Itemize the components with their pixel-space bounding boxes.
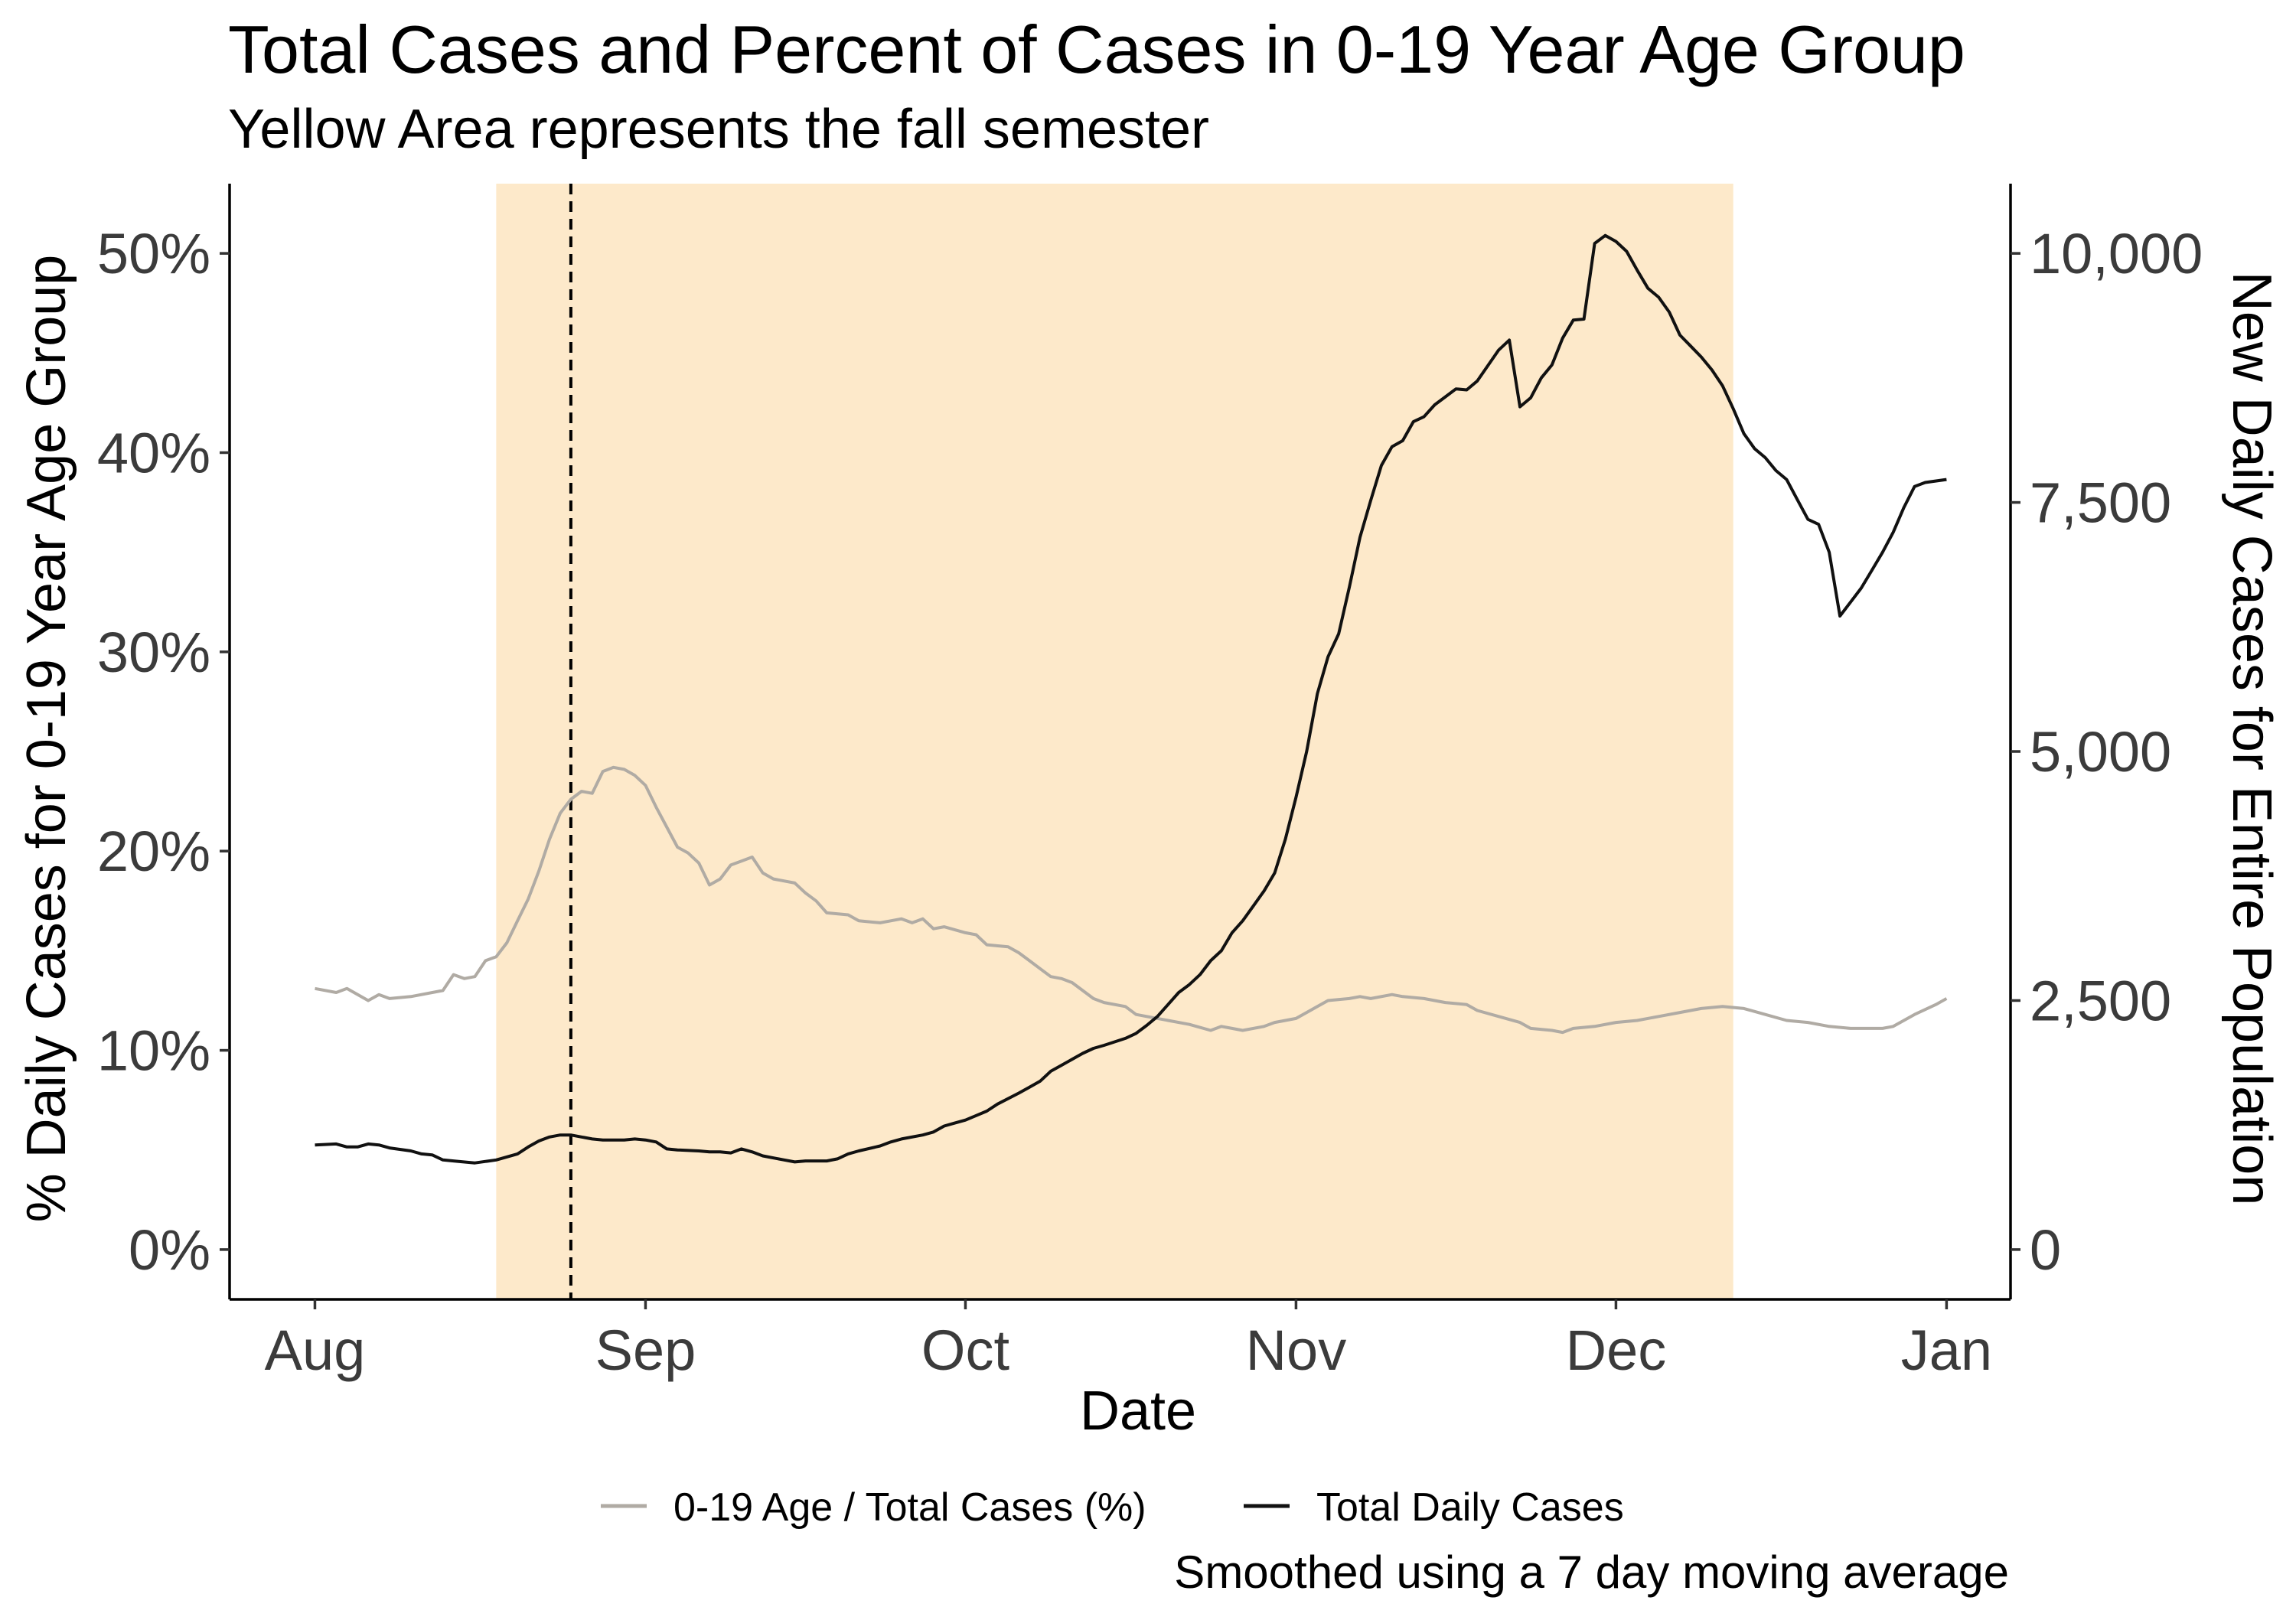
legend-label-total: Total Daily Cases [1316,1485,1624,1530]
chart-subtitle: Yellow Area represents the fall semester [228,99,1209,160]
y-right-tick-label: 7,500 [2030,471,2171,535]
x-tick-label: Jan [1901,1319,1992,1382]
series-line-percent-0-19 [315,765,1948,1035]
chart-caption: Smoothed using a 7 day moving average [1174,1547,2009,1598]
y-right-tick-label: 0 [2030,1218,2061,1282]
fall-semester-shading [496,184,1733,1299]
y-axis-left-title: % Daily Cases for 0-19 Year Age Group [16,255,77,1223]
x-tick-label: Aug [265,1319,366,1382]
y-left-tick-label: 0% [129,1218,210,1282]
y-left-tick-label: 40% [97,421,210,484]
axes: 0% 10% 20% 30% 40% 50% 0 2,500 5,000 7,500 10,000 A… [97,184,2203,1382]
chart-title: Total Cases and Percent of Cases in 0-19… [228,11,1965,87]
y-left-tick-label: 20% [97,820,210,883]
x-tick-label: Oct [921,1319,1010,1382]
legend: 0-19 Age / Total Cases (%) Total Daily C… [601,1485,1624,1530]
legend-label-percent: 0-19 Age / Total Cases (%) [673,1485,1146,1530]
y-right-tick-label: 5,000 [2030,720,2171,784]
x-axis-title: Date [1080,1380,1196,1442]
plot-area [315,184,1948,1299]
y-left-tick-label: 30% [97,621,210,684]
series-line-total-daily-cases [315,233,1947,1165]
y-left-tick-label: 10% [97,1019,210,1083]
x-tick-label: Dec [1566,1319,1667,1382]
x-tick-label: Sep [595,1319,696,1382]
x-tick-label: Nov [1246,1319,1347,1382]
y-right-tick-label: 10,000 [2030,222,2203,285]
y-left-tick-label: 50% [97,222,210,285]
y-right-tick-label: 2,500 [2030,969,2171,1032]
y-axis-right-title: New Daily Cases for Entire Population [2221,272,2282,1206]
